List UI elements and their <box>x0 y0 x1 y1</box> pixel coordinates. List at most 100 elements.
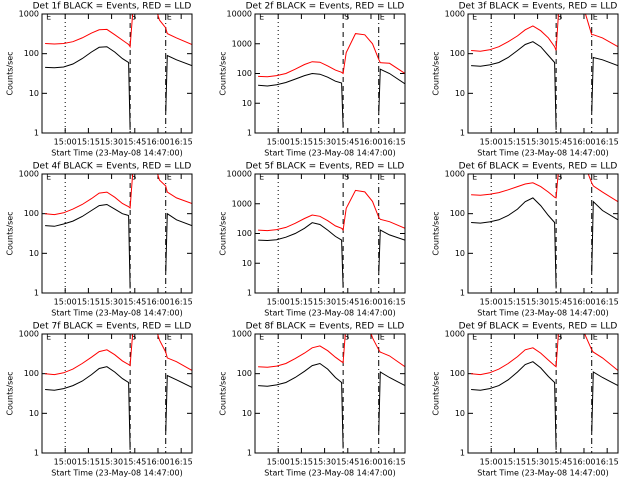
panel: Det 3f BLACK = Events, RED = LLD Start Ti… <box>432 2 619 158</box>
series-line <box>45 366 192 450</box>
chart-title: Det 2f BLACK = Events, RED = LLD <box>246 2 405 12</box>
x-tick-label: 15:30 <box>313 298 336 307</box>
event-label: S <box>344 13 349 22</box>
series-line <box>258 68 405 128</box>
x-tick-label: 15:45 <box>336 458 359 467</box>
x-tick-label: 15:30 <box>313 138 336 147</box>
y-tick-label: 100 <box>237 369 252 378</box>
y-tick-label: 10 <box>242 99 252 108</box>
x-axis-label: Start Time (23-May-08 14:47:00) <box>477 149 608 158</box>
plot-frame <box>41 333 193 454</box>
x-tick-label: 15:00 <box>480 138 503 147</box>
x-tick-label: 15:30 <box>100 298 123 307</box>
series-line <box>471 41 618 130</box>
event-label: E <box>472 173 477 182</box>
x-tick-label: 15:00 <box>480 298 503 307</box>
y-tick-label: 10 <box>455 409 465 418</box>
x-tick-label: 15:45 <box>123 298 146 307</box>
event-label: E <box>380 173 385 182</box>
x-tick-label: 15:15 <box>290 138 313 147</box>
x-tick-label: 15:00 <box>480 458 503 467</box>
x-tick-label: 15:45 <box>336 298 359 307</box>
chart-title: Det 3f BLACK = Events, RED = LLD <box>459 2 618 12</box>
y-tick-label: 10 <box>455 89 465 98</box>
y-tick-label: 1 <box>34 129 39 138</box>
x-axis-label: Start Time (23-May-08 14:47:00) <box>477 469 608 478</box>
y-tick-label: 1000 <box>445 10 465 19</box>
y-tick-label: 100 <box>450 369 465 378</box>
y-tick-label: 100 <box>237 229 252 238</box>
y-axis-label: Counts/sec <box>6 211 15 255</box>
y-tick-label: 10000 <box>227 170 252 179</box>
x-tick-label: 15:00 <box>267 298 290 307</box>
series-line <box>471 361 618 450</box>
panel: Det 5f BLACK = Events, RED = LLD Start Ti… <box>219 162 406 318</box>
chart-title: Det 1f BLACK = Events, RED = LLD <box>33 2 192 12</box>
event-label: S <box>131 333 136 342</box>
y-tick-label: 100 <box>24 209 39 218</box>
x-tick-label: 16:15 <box>383 458 406 467</box>
event-label: E <box>167 173 172 182</box>
y-axis-label: Counts/sec <box>432 211 441 255</box>
x-tick-label: 15:45 <box>123 138 146 147</box>
y-tick-label: 1 <box>460 129 465 138</box>
x-tick-label: 16:15 <box>383 138 406 147</box>
event-label: E <box>167 333 172 342</box>
event-label: S <box>131 13 136 22</box>
y-tick-label: 1000 <box>445 170 465 179</box>
x-tick-label: 15:15 <box>503 298 526 307</box>
event-label: E <box>593 13 598 22</box>
x-tick-label: 16:15 <box>596 138 619 147</box>
panel: Det 7f BLACK = Events, RED = LLD Start Ti… <box>6 322 193 478</box>
event-label: E <box>167 13 172 22</box>
x-tick-label: 16:00 <box>146 458 169 467</box>
y-tick-label: 1 <box>460 449 465 458</box>
series-line <box>258 33 405 78</box>
panel: Det 1f BLACK = Events, RED = LLD Start Ti… <box>6 2 193 158</box>
event-label: S <box>344 333 349 342</box>
x-tick-label: 15:15 <box>503 458 526 467</box>
series-line <box>471 334 618 376</box>
series-line <box>258 189 405 232</box>
chart-title: Det 6f BLACK = Events, RED = LLD <box>459 162 618 172</box>
plot-frame <box>254 333 406 454</box>
panel: Det 6f BLACK = Events, RED = LLD Start Ti… <box>432 162 619 318</box>
x-axis-label: Start Time (23-May-08 14:47:00) <box>477 309 608 318</box>
event-label: S <box>344 173 349 182</box>
y-tick-label: 1000 <box>232 330 252 339</box>
y-tick-label: 1 <box>247 129 252 138</box>
x-tick-label: 16:00 <box>146 138 169 147</box>
x-tick-label: 15:00 <box>267 138 290 147</box>
x-tick-label: 15:30 <box>100 458 123 467</box>
x-tick-label: 15:15 <box>503 138 526 147</box>
chart-title: Det 5f BLACK = Events, RED = LLD <box>246 162 405 172</box>
y-tick-label: 10 <box>29 409 39 418</box>
x-tick-label: 15:45 <box>336 138 359 147</box>
x-tick-label: 15:15 <box>290 298 313 307</box>
x-axis-label: Start Time (23-May-08 14:47:00) <box>51 469 182 478</box>
y-tick-label: 1000 <box>232 39 252 48</box>
x-tick-label: 16:00 <box>572 138 595 147</box>
x-tick-label: 15:15 <box>77 298 100 307</box>
x-tick-label: 16:00 <box>359 298 382 307</box>
series-line <box>471 197 618 289</box>
event-label: E <box>472 13 477 22</box>
panel: Det 2f BLACK = Events, RED = LLD Start Ti… <box>219 2 406 158</box>
x-axis-label: Start Time (23-May-08 14:47:00) <box>51 149 182 158</box>
x-tick-label: 15:00 <box>54 458 77 467</box>
x-tick-label: 15:45 <box>549 458 572 467</box>
x-tick-label: 15:30 <box>526 138 549 147</box>
y-tick-label: 1 <box>247 289 252 298</box>
x-tick-label: 15:15 <box>77 458 100 467</box>
series-line <box>258 222 405 288</box>
y-axis-label: Counts/sec <box>6 51 15 95</box>
chart-title: Det 7f BLACK = Events, RED = LLD <box>33 322 192 332</box>
y-tick-label: 1 <box>460 289 465 298</box>
x-tick-label: 16:15 <box>170 458 193 467</box>
event-label: S <box>557 13 562 22</box>
y-tick-label: 1000 <box>19 330 39 339</box>
event-label: E <box>46 333 51 342</box>
event-label: E <box>46 13 51 22</box>
x-tick-label: 15:30 <box>526 298 549 307</box>
